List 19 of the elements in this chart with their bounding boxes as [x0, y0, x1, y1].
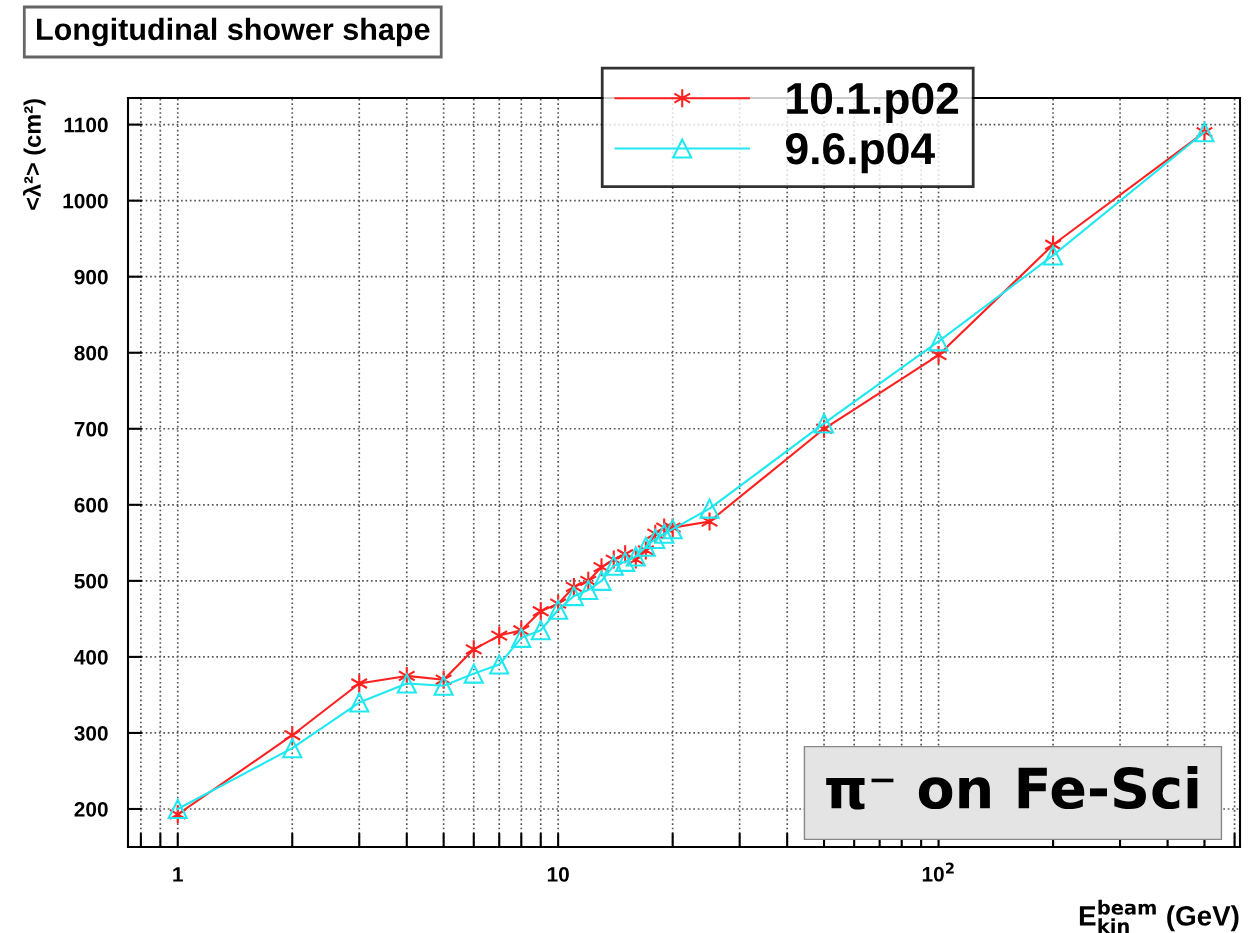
y-axis-title: <λ²> (cm²): [22, 99, 46, 210]
y-tick-label: 800: [74, 345, 108, 361]
y-tick-label: 1000: [63, 193, 108, 209]
x-tick-label: 10: [547, 866, 569, 882]
y-tick-label: 700: [74, 421, 108, 437]
x-tick-label: 10$^{2}$: [922, 862, 954, 882]
legend-label: 9.6.p04: [785, 133, 935, 174]
y-tick-label: 300: [74, 725, 108, 741]
y-tick-label: 400: [74, 649, 108, 665]
legend-label: 10.1.p02: [787, 82, 959, 123]
x-tick-label: 1: [173, 867, 183, 882]
y-tick-label: 200: [74, 801, 108, 817]
text: E$^{beam}$$_{kin}$ (GeV): [1079, 899, 1239, 933]
y-tick-label: 600: [74, 497, 108, 513]
chart-title: Longitudinal shower shape: [37, 17, 430, 47]
y-tick-label: 1100: [64, 117, 108, 133]
y-tick-label: 900: [74, 269, 108, 285]
y-tick-label: 500: [74, 573, 108, 589]
annotation: π⁻ on Fe-Sci: [826, 766, 1198, 810]
